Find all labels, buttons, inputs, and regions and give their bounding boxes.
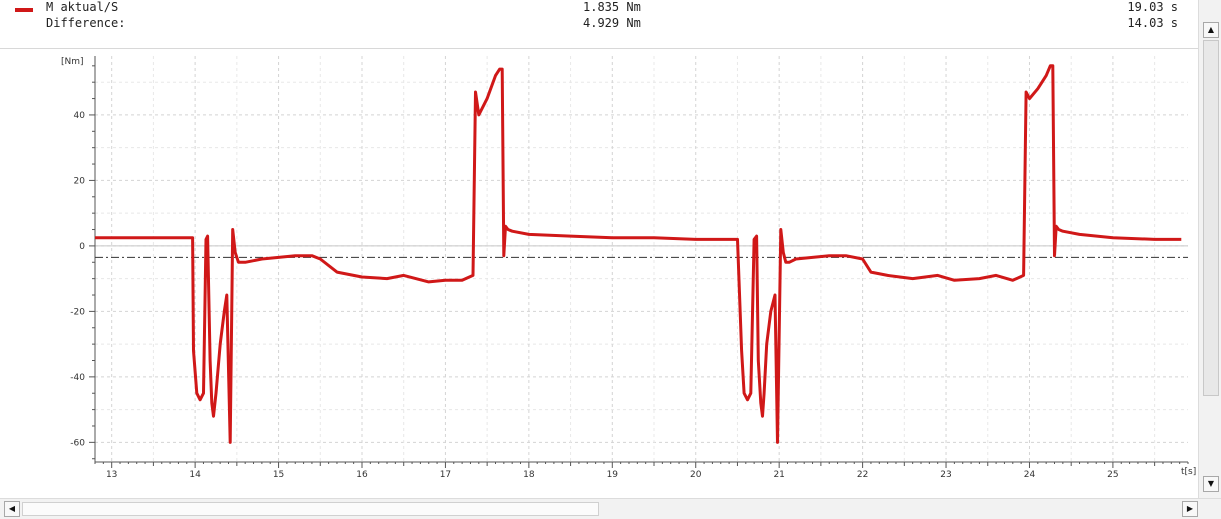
x-tick-label: 17: [440, 470, 451, 480]
x-tick-label: 21: [773, 470, 784, 480]
y-tick-label: -40: [70, 373, 85, 383]
scroll-right-button[interactable]: ▶: [1182, 501, 1198, 517]
scroll-up-button[interactable]: ▲: [1203, 22, 1219, 38]
x-tick-label: 18: [523, 470, 535, 480]
vertical-scroll-thumb[interactable]: [1203, 40, 1219, 396]
x-tick-label: 24: [1024, 470, 1036, 480]
horizontal-scrollbar[interactable]: ◀ ▶: [0, 498, 1221, 519]
horizontal-scroll-thumb[interactable]: [22, 502, 599, 516]
x-tick-label: 20: [690, 470, 702, 480]
difference-label: Difference:: [46, 16, 126, 30]
line-chart[interactable]: 40 20 0 -20 -40 -60 13 14 15 16 17 18 19 20 21 22 23 24 25…: [0, 48, 1198, 498]
difference-value: 4.929 Nm: [583, 16, 641, 30]
scroll-down-button[interactable]: ▼: [1203, 476, 1219, 492]
legend-panel: M aktual/S 1.835 Nm 19.03 s Difference: …: [0, 0, 1198, 49]
series-time: 19.03 s: [1127, 0, 1178, 14]
x-tick-label: 22: [857, 470, 868, 480]
y-tick-label: 0: [79, 242, 85, 252]
legend-series-row[interactable]: M aktual/S 1.835 Nm 19.03 s: [0, 0, 1198, 18]
plot-area[interactable]: 40 20 0 -20 -40 -60 13 14 15 16 17 18 19 20 21 22 23 24 25…: [0, 48, 1198, 498]
x-tick-label: 14: [189, 470, 201, 480]
x-tick-label: 16: [356, 470, 368, 480]
x-axis-label: t[s]: [1181, 467, 1196, 477]
y-tick-label: -60: [70, 438, 85, 448]
series-value: 1.835 Nm: [583, 0, 641, 14]
y-axis-label: [Nm]: [61, 57, 84, 67]
x-tick-label: 25: [1107, 470, 1118, 480]
x-tick-label: 23: [940, 470, 951, 480]
difference-time: 14.03 s: [1127, 16, 1178, 30]
x-tick-label: 19: [607, 470, 619, 480]
series-label: M aktual/S: [46, 0, 119, 14]
vertical-scrollbar[interactable]: ▲ ▼: [1198, 0, 1221, 498]
x-tick-label: 13: [106, 470, 117, 480]
y-tick-label: 40: [74, 111, 86, 121]
scroll-left-button[interactable]: ◀: [4, 501, 20, 517]
series-color-swatch: [15, 8, 33, 12]
y-tick-label: -20: [70, 307, 85, 317]
series-line-0: [95, 64, 1182, 444]
y-tick-label: 20: [74, 176, 86, 186]
legend-difference-row: Difference: 4.929 Nm 14.03 s: [0, 16, 1198, 34]
x-tick-label: 15: [273, 470, 284, 480]
